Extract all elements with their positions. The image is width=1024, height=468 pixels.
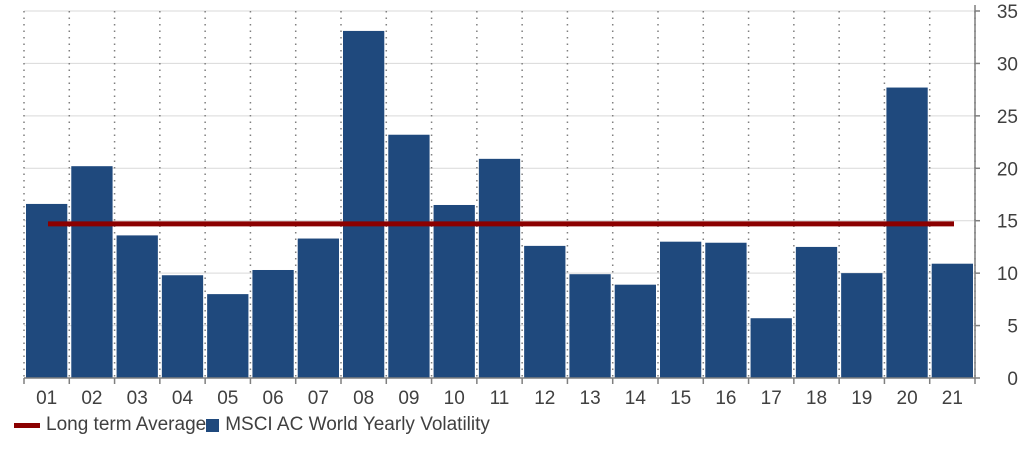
x-tick-label: 06 — [263, 388, 284, 409]
x-tick-label: 05 — [217, 388, 238, 409]
x-tick-label: 04 — [172, 388, 194, 409]
bar — [161, 275, 204, 378]
legend: Long term Average MSCI AC World Yearly V… — [14, 414, 490, 436]
bar — [252, 269, 294, 378]
y-tick-label: 10 — [997, 264, 1018, 285]
x-tick-label: 13 — [580, 388, 601, 409]
bar — [931, 263, 973, 378]
axes — [23, 5, 980, 384]
bar — [433, 204, 475, 378]
grid-lines — [23, 10, 976, 378]
x-tick-label: 10 — [444, 388, 465, 409]
legend-swatch-average — [14, 422, 40, 428]
bar — [750, 318, 792, 378]
x-tick-label: 17 — [761, 388, 782, 409]
bar — [705, 242, 747, 378]
x-tick-label: 15 — [670, 388, 691, 409]
legend-label-volatility: MSCI AC World Yearly Volatility — [225, 414, 490, 435]
legend-item-average: Long term Average — [14, 414, 206, 436]
legend-label-average: Long term Average — [46, 414, 207, 435]
x-tick-label: 18 — [806, 388, 827, 409]
bar — [388, 134, 430, 378]
bar — [343, 30, 385, 379]
y-tick-label: 0 — [1007, 369, 1018, 390]
x-tick-label: 11 — [490, 388, 510, 409]
bar — [795, 246, 838, 378]
y-tick-label: 20 — [997, 159, 1018, 180]
y-tick-label: 30 — [997, 54, 1018, 75]
y-tick-labels: 0 5 10 15 20 25 30 35 — [997, 2, 1018, 390]
x-tick-label: 08 — [353, 388, 374, 409]
x-tick-label: 14 — [625, 388, 647, 409]
bar — [841, 273, 883, 378]
bar — [478, 158, 521, 378]
y-tick-label: 15 — [997, 212, 1018, 233]
x-tick-label: 07 — [308, 388, 329, 409]
bar — [26, 203, 68, 378]
bar — [886, 87, 928, 378]
bar — [207, 294, 249, 378]
bar — [116, 235, 158, 378]
x-tick-label: 16 — [715, 388, 736, 409]
x-tick-label: 20 — [897, 388, 918, 409]
legend-swatch-volatility — [206, 418, 220, 432]
x-tick-label: 01 — [36, 388, 57, 409]
y-tick-label: 35 — [997, 2, 1018, 23]
bar — [614, 284, 656, 378]
x-tick-label: 12 — [534, 388, 555, 409]
x-tick-labels: 01 02 03 04 05 06 07 08 09 10 11 12 13 14 15 16 17 18 19 20… — [36, 388, 963, 409]
x-tick-label: 03 — [127, 388, 148, 409]
bar — [569, 274, 611, 378]
x-tick-label: 02 — [81, 388, 102, 409]
x-tick-label: 21 — [942, 388, 963, 409]
x-tick-label: 09 — [398, 388, 419, 409]
bar-series — [26, 30, 973, 379]
x-tick-label: 19 — [851, 388, 872, 409]
bar — [524, 245, 566, 378]
y-tick-label: 25 — [997, 107, 1018, 128]
bar — [297, 238, 339, 378]
legend-item-volatility: MSCI AC World Yearly Volatility — [206, 414, 490, 436]
y-tick-label: 5 — [1007, 317, 1018, 338]
bar — [660, 241, 702, 378]
bar — [71, 166, 113, 378]
